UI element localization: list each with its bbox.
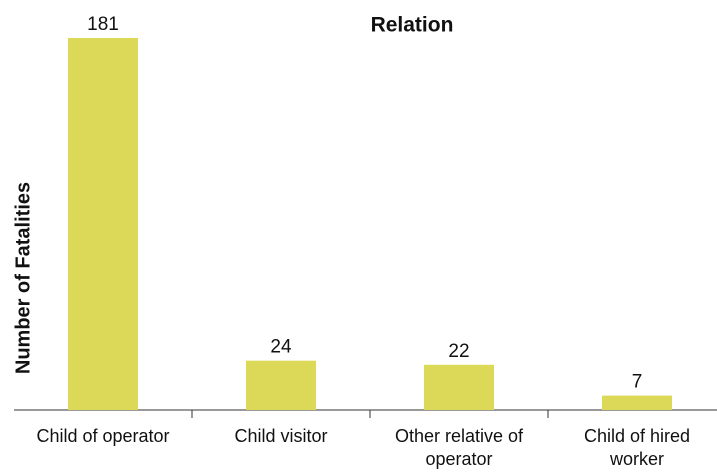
value-label: 22 — [448, 341, 469, 362]
x-tick-label: Child of hired worker — [583, 426, 691, 469]
value-label: 181 — [87, 14, 119, 35]
bar — [68, 38, 138, 410]
x-tick-label: Child visitor — [234, 426, 328, 446]
bar — [424, 364, 494, 410]
bar — [602, 395, 672, 410]
value-label: 24 — [270, 337, 292, 358]
bar — [246, 360, 316, 410]
x-tick-label: Child of operator — [36, 426, 170, 446]
x-tick-label: Other relative of operator — [394, 426, 524, 469]
value-label: 7 — [632, 372, 643, 393]
y-axis-label: Number of Fatalities — [12, 182, 34, 374]
chart-title: Relation — [371, 14, 454, 37]
